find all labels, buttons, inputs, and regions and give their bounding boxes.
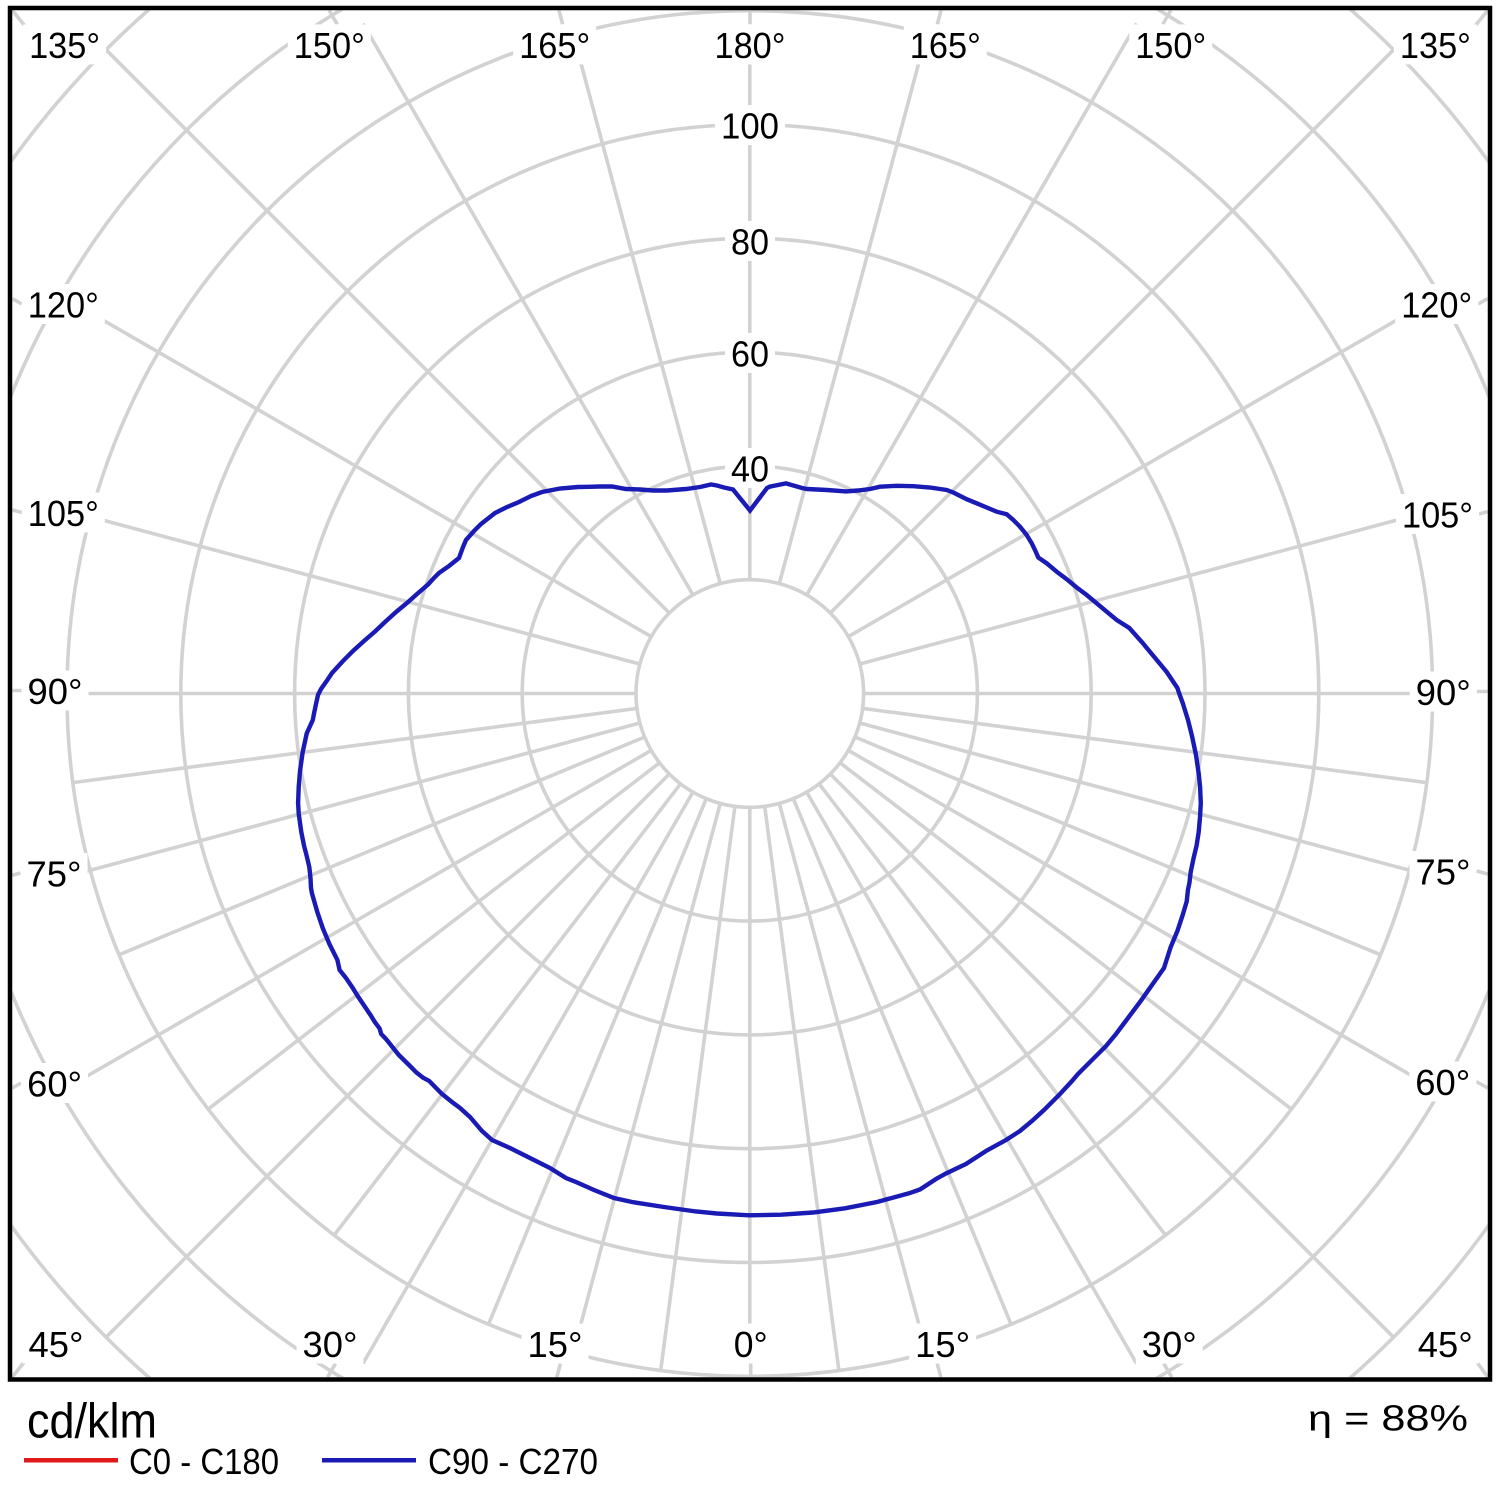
svg-text:60°: 60° xyxy=(27,1063,82,1104)
svg-text:120°: 120° xyxy=(28,284,99,325)
svg-text:15°: 15° xyxy=(528,1324,583,1365)
svg-text:90°: 90° xyxy=(28,671,83,712)
svg-text:150°: 150° xyxy=(294,25,365,66)
svg-text:100: 100 xyxy=(721,105,779,146)
svg-text:0°: 0° xyxy=(734,1324,768,1365)
svg-text:60°: 60° xyxy=(1415,1062,1470,1103)
svg-text:40: 40 xyxy=(731,448,769,489)
svg-text:80: 80 xyxy=(731,221,769,262)
svg-text:135°: 135° xyxy=(29,25,100,66)
svg-text:30°: 30° xyxy=(303,1324,358,1365)
svg-text:η = 88%: η = 88% xyxy=(1308,1398,1468,1439)
svg-text:45°: 45° xyxy=(1418,1324,1473,1365)
svg-text:60: 60 xyxy=(731,333,769,374)
svg-text:120°: 120° xyxy=(1401,284,1472,325)
svg-text:135°: 135° xyxy=(1400,25,1471,66)
svg-text:C0 - C180: C0 - C180 xyxy=(129,1441,279,1482)
svg-text:15°: 15° xyxy=(915,1324,970,1365)
svg-text:cd/klm: cd/klm xyxy=(27,1395,157,1449)
svg-text:180°: 180° xyxy=(715,25,786,66)
svg-text:75°: 75° xyxy=(1416,851,1471,892)
svg-text:105°: 105° xyxy=(1402,494,1473,535)
svg-text:30°: 30° xyxy=(1142,1324,1197,1365)
svg-text:90°: 90° xyxy=(1416,672,1471,713)
svg-text:105°: 105° xyxy=(28,493,99,534)
svg-text:150°: 150° xyxy=(1135,25,1206,66)
svg-text:75°: 75° xyxy=(27,853,82,894)
svg-text:C90 - C270: C90 - C270 xyxy=(428,1441,598,1482)
svg-text:45°: 45° xyxy=(29,1324,84,1365)
svg-text:165°: 165° xyxy=(910,25,981,66)
svg-text:165°: 165° xyxy=(519,25,590,66)
